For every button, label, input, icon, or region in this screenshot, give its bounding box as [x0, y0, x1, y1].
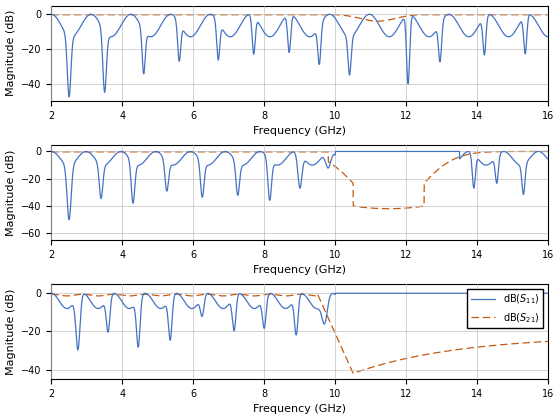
Y-axis label: Magnitude (dB): Magnitude (dB) — [6, 10, 16, 97]
X-axis label: Frequency (GHz): Frequency (GHz) — [253, 265, 346, 276]
X-axis label: Frequency (GHz): Frequency (GHz) — [253, 126, 346, 136]
Legend: dB($S_{11}$), dB($S_{21}$): dB($S_{11}$), dB($S_{21}$) — [467, 289, 543, 328]
Y-axis label: Magnitude (dB): Magnitude (dB) — [6, 149, 16, 236]
X-axis label: Frequency (GHz): Frequency (GHz) — [253, 404, 346, 415]
Y-axis label: Magnitude (dB): Magnitude (dB) — [6, 288, 16, 375]
